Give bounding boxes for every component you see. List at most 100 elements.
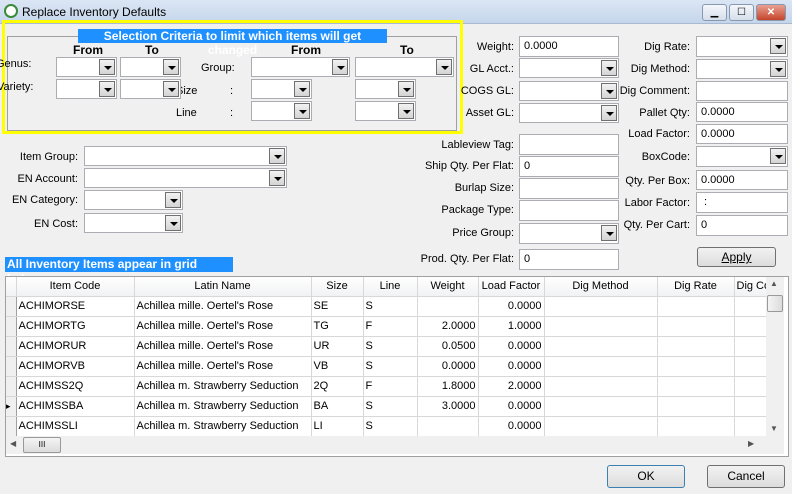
table-cell[interactable]: 0.0500 bbox=[417, 336, 479, 357]
load-factor-input[interactable]: 0.0000 bbox=[696, 124, 788, 144]
table-cell[interactable]: 1.0000 bbox=[478, 316, 545, 337]
table-cell[interactable] bbox=[417, 416, 479, 437]
minimize-button[interactable]: ▁ bbox=[702, 4, 727, 21]
line-to-combo[interactable] bbox=[355, 101, 416, 121]
table-cell[interactable] bbox=[417, 296, 479, 317]
table-cell[interactable]: 2Q bbox=[311, 376, 364, 397]
row-header[interactable] bbox=[6, 336, 17, 357]
en-account-combo[interactable] bbox=[84, 168, 287, 188]
lableview-tag-input[interactable] bbox=[519, 134, 619, 155]
table-cell[interactable]: Achillea m. Strawberry Seduction bbox=[134, 376, 312, 397]
ship-qty-input[interactable]: 0 bbox=[519, 156, 619, 177]
ok-button[interactable]: OK bbox=[607, 465, 685, 488]
table-cell[interactable] bbox=[544, 316, 658, 337]
table-cell[interactable]: 1.8000 bbox=[417, 376, 479, 397]
table-cell[interactable]: Achillea mille. Oertel's Rose bbox=[134, 316, 312, 337]
qty-per-box-input[interactable]: 0.0000 bbox=[696, 170, 788, 190]
scroll-down-icon[interactable]: ▼ bbox=[770, 424, 778, 433]
table-cell[interactable]: ACHIMORSE bbox=[16, 296, 135, 317]
column-header[interactable]: Latin Name bbox=[134, 277, 312, 297]
dropdown-arrow-icon[interactable] bbox=[770, 148, 786, 164]
size-to-combo[interactable] bbox=[355, 79, 416, 99]
en-category-combo[interactable] bbox=[84, 190, 183, 210]
table-row[interactable]: ACHIMORTG Achillea mille. Oertel's Rose TG… bbox=[6, 316, 774, 337]
column-header[interactable]: Dig Co bbox=[734, 277, 774, 297]
column-header[interactable]: Item Code bbox=[16, 277, 135, 297]
column-header[interactable]: Load Factor bbox=[478, 277, 545, 297]
dropdown-arrow-icon[interactable] bbox=[294, 81, 310, 97]
dropdown-arrow-icon[interactable] bbox=[770, 61, 786, 77]
row-header[interactable] bbox=[6, 416, 17, 437]
dropdown-arrow-icon[interactable] bbox=[601, 83, 617, 99]
table-cell[interactable] bbox=[657, 356, 735, 377]
column-header[interactable]: Dig Rate bbox=[657, 277, 735, 297]
table-row[interactable]: ACHIMORUR Achillea mille. Oertel's Rose UR… bbox=[6, 336, 774, 357]
table-cell[interactable]: S bbox=[363, 396, 418, 417]
size-from-combo[interactable] bbox=[251, 79, 312, 99]
table-cell[interactable] bbox=[657, 336, 735, 357]
gl-acct-combo[interactable] bbox=[519, 58, 619, 78]
vertical-scrollbar[interactable]: ▲ ▼ bbox=[766, 277, 784, 436]
table-cell[interactable] bbox=[544, 336, 658, 357]
vertical-scroll-thumb[interactable] bbox=[767, 295, 783, 312]
table-cell[interactable]: ACHIMORTG bbox=[16, 316, 135, 337]
horizontal-scroll-thumb[interactable]: III bbox=[23, 437, 61, 453]
cancel-button[interactable]: Cancel bbox=[707, 465, 785, 488]
boxcode-combo[interactable] bbox=[696, 146, 788, 167]
table-cell[interactable]: TG bbox=[311, 316, 364, 337]
inventory-grid[interactable]: Item Code Latin Name Size Line Weight Load Fa… bbox=[5, 276, 789, 457]
table-cell[interactable] bbox=[657, 316, 735, 337]
row-header[interactable] bbox=[6, 356, 17, 377]
table-row[interactable]: ▸ ACHIMSSBA Achillea m. Strawberry Seducti… bbox=[6, 396, 774, 417]
table-cell[interactable]: SE bbox=[311, 296, 364, 317]
variety-from-combo[interactable] bbox=[56, 79, 117, 99]
table-cell[interactable]: Achillea m. Strawberry Seduction bbox=[134, 416, 312, 437]
table-row[interactable]: ACHIMSSLI Achillea m. Strawberry Seductio… bbox=[6, 416, 774, 437]
row-header[interactable] bbox=[6, 376, 17, 397]
table-cell[interactable]: S bbox=[363, 416, 418, 437]
weight-input[interactable]: 0.0000 bbox=[519, 36, 619, 57]
table-cell[interactable]: 0.0000 bbox=[478, 396, 545, 417]
table-cell[interactable]: ACHIMSSLI bbox=[16, 416, 135, 437]
table-cell[interactable] bbox=[657, 376, 735, 397]
dropdown-arrow-icon[interactable] bbox=[269, 170, 285, 186]
cogs-gl-combo[interactable] bbox=[519, 81, 619, 101]
group-to-combo[interactable] bbox=[355, 57, 454, 77]
table-cell[interactable] bbox=[657, 416, 735, 437]
line-from-combo[interactable] bbox=[251, 101, 312, 121]
horizontal-scrollbar[interactable]: ◀ III ▶ bbox=[6, 436, 784, 454]
dropdown-arrow-icon[interactable] bbox=[163, 81, 179, 97]
dropdown-arrow-icon[interactable] bbox=[601, 225, 617, 241]
column-header[interactable]: Weight bbox=[417, 277, 479, 297]
asset-gl-combo[interactable] bbox=[519, 103, 619, 123]
dropdown-arrow-icon[interactable] bbox=[332, 59, 348, 75]
prod-qty-input[interactable]: 0 bbox=[519, 249, 619, 270]
scroll-up-icon[interactable]: ▲ bbox=[770, 279, 778, 288]
scroll-right-icon[interactable]: ▶ bbox=[748, 439, 755, 448]
pallet-qty-input[interactable]: 0.0000 bbox=[696, 102, 788, 122]
en-cost-combo[interactable] bbox=[84, 213, 183, 233]
scroll-left-icon[interactable]: ◀ bbox=[10, 439, 17, 448]
genus-from-combo[interactable] bbox=[56, 57, 117, 77]
column-header[interactable]: Line bbox=[363, 277, 418, 297]
table-row[interactable]: ACHIMORSE Achillea mille. Oertel's Rose SE… bbox=[6, 296, 774, 317]
dropdown-arrow-icon[interactable] bbox=[165, 215, 181, 231]
table-cell[interactable] bbox=[544, 396, 658, 417]
table-cell[interactable]: ACHIMORVB bbox=[16, 356, 135, 377]
table-cell[interactable] bbox=[657, 396, 735, 417]
dropdown-arrow-icon[interactable] bbox=[99, 59, 115, 75]
close-button[interactable]: ✕ bbox=[756, 4, 786, 21]
table-cell[interactable]: S bbox=[363, 336, 418, 357]
table-cell[interactable]: Achillea mille. Oertel's Rose bbox=[134, 356, 312, 377]
table-cell[interactable] bbox=[544, 356, 658, 377]
table-cell[interactable]: Achillea mille. Oertel's Rose bbox=[134, 296, 312, 317]
table-cell[interactable]: Achillea m. Strawberry Seduction bbox=[134, 396, 312, 417]
variety-to-combo[interactable] bbox=[120, 79, 181, 99]
table-cell[interactable]: F bbox=[363, 316, 418, 337]
table-cell[interactable]: 0.0000 bbox=[478, 336, 545, 357]
table-cell[interactable]: 0.0000 bbox=[417, 356, 479, 377]
table-cell[interactable]: ACHIMSSBA bbox=[16, 396, 135, 417]
price-group-combo[interactable] bbox=[519, 223, 619, 244]
labor-factor-input[interactable]: : bbox=[696, 192, 788, 213]
dig-comment-input[interactable] bbox=[696, 81, 788, 101]
